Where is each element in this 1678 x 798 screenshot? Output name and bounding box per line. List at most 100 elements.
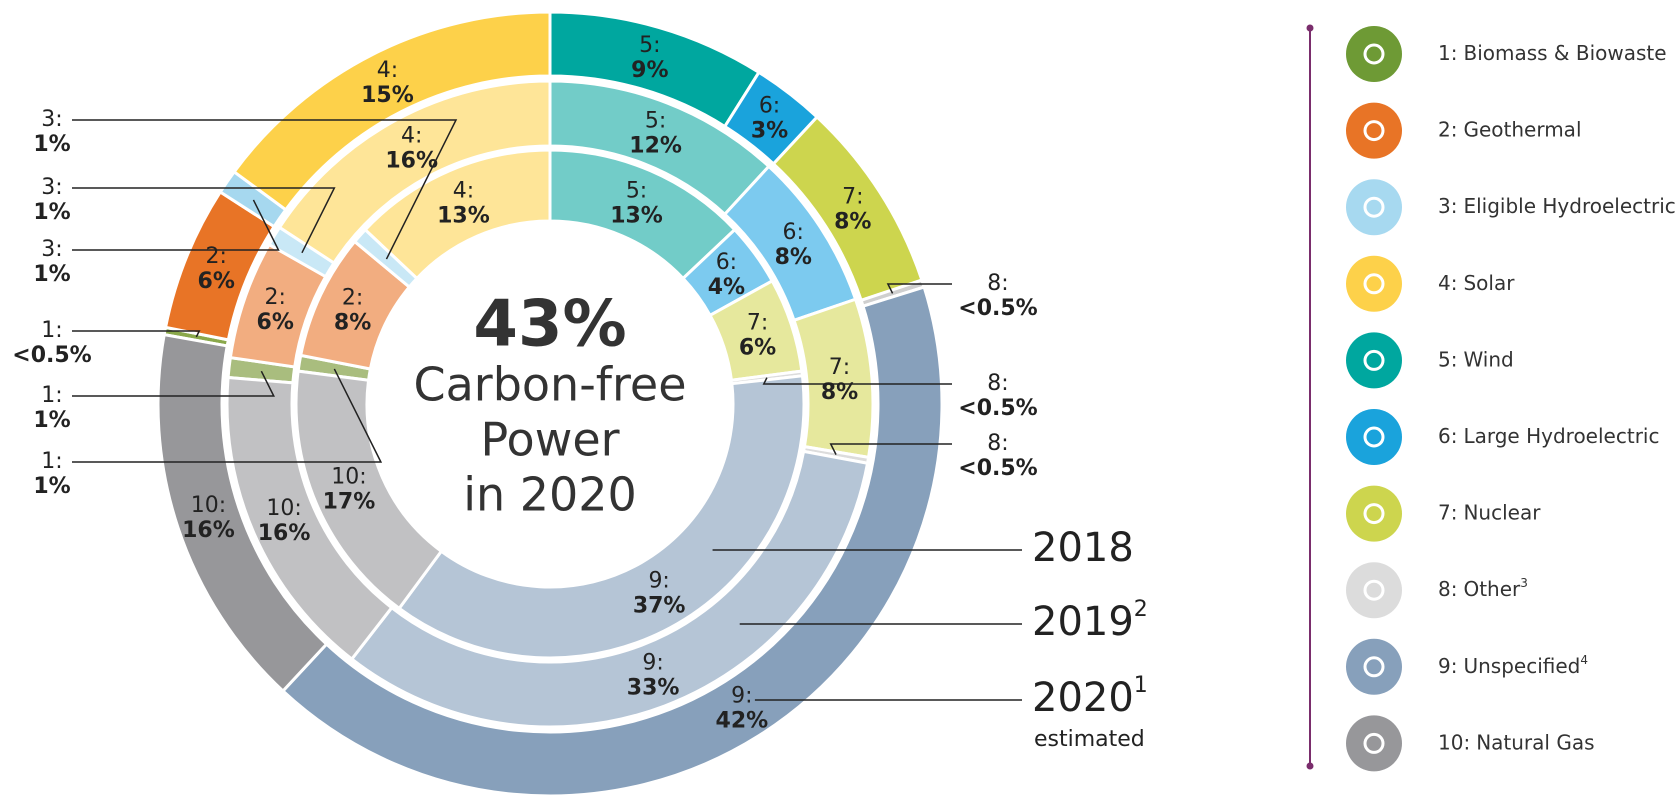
legend-glyph [1363, 196, 1385, 218]
segment-label: 3% [751, 119, 788, 144]
segment [156, 332, 329, 694]
segment-code: 10: [191, 493, 226, 518]
segment-label: 1% [33, 200, 70, 225]
legend-icon [1346, 102, 1402, 159]
segment-label: 17% [323, 490, 376, 515]
legend-glyph [1363, 426, 1385, 448]
legend-name: Natural Gas [1476, 730, 1594, 754]
legend-rule-end [1306, 24, 1314, 32]
segment-label: 15% [361, 83, 414, 108]
legend-entry: 2: Geothermal [1438, 117, 1582, 141]
legend-entry: 10: Natural Gas [1438, 730, 1595, 754]
segment-code: 9: [731, 684, 752, 709]
segment-code: 1: [41, 449, 62, 474]
legend-entry: 4: Solar [1438, 270, 1515, 294]
segment-code: 8: [987, 431, 1008, 456]
legend-entry: 7: Nuclear [1438, 500, 1541, 524]
segment-label: 13% [437, 203, 490, 228]
segment-code: 4: [453, 178, 474, 203]
legend-name: Nuclear [1463, 500, 1541, 524]
segment-code: 4: [401, 124, 422, 149]
leader-line [72, 187, 336, 254]
legend-entry: 6: Large Hydroelectric [1438, 424, 1659, 448]
leader-line [72, 119, 458, 260]
legend-glyph [1363, 120, 1385, 142]
segment-label: 1% [33, 474, 70, 499]
segment-label: <0.5% [12, 343, 91, 368]
legend-icon [1346, 715, 1402, 772]
segment-code: 6: [759, 94, 780, 119]
legend-footnote: 3 [1520, 576, 1528, 590]
segment-code: 3: [41, 107, 62, 132]
segment-label: 12% [629, 133, 682, 158]
segment-label: 8% [821, 380, 858, 405]
segment-label: 1% [33, 132, 70, 157]
segment-label: 6% [257, 310, 294, 335]
legend-name: Large Hydroelectric [1463, 424, 1659, 448]
legend-glyph [1363, 503, 1385, 525]
legend-icon [1346, 638, 1402, 695]
ring-year: 20192 [1032, 597, 1148, 645]
segment [225, 375, 394, 662]
segment-label: 16% [258, 521, 311, 546]
segment-code: 9: [642, 651, 663, 676]
center-line: Power [480, 413, 619, 467]
leader-line [762, 377, 952, 385]
legend-code: 1: [1438, 41, 1457, 65]
segment-code: 7: [842, 184, 863, 209]
legend-rule-end [1306, 762, 1314, 770]
legend-name: Eligible Hydroelectric [1463, 194, 1675, 218]
ring-note: estimated [1034, 727, 1145, 752]
legend-glyph [1363, 732, 1385, 754]
segment-code: 1: [41, 318, 62, 343]
segment-code: 2: [264, 285, 285, 310]
segment-label: <0.5% [958, 456, 1037, 481]
center-line: in 2020 [463, 468, 637, 522]
segment [349, 449, 870, 729]
segment-code: 6: [783, 220, 804, 245]
legend-icon [1346, 332, 1402, 389]
segment-code: 5: [645, 108, 666, 133]
segment-code: 7: [747, 311, 768, 336]
leader-line [886, 283, 952, 294]
legend-entry: 5: Wind [1438, 347, 1514, 371]
segment-label: 8% [334, 310, 371, 335]
legend-glyph [1363, 349, 1385, 371]
segment-code: 10: [331, 465, 366, 490]
segment-label: 9% [631, 58, 668, 83]
segment-code: 1: [41, 383, 62, 408]
legend-code: 2: [1438, 117, 1457, 141]
legend-code: 4: [1438, 270, 1457, 294]
ring-year-name: 2020 [1032, 675, 1134, 721]
legend-glyph [1363, 43, 1385, 65]
segment-label: 8% [834, 209, 871, 234]
legend-footnote: 4 [1580, 652, 1588, 666]
segment-label: 13% [610, 203, 663, 228]
legend-entry: 1: Biomass & Biowaste [1438, 41, 1667, 65]
ring-year: 2018 [1032, 525, 1134, 571]
legend-code: 7: [1438, 500, 1457, 524]
segment-label: 6% [198, 269, 235, 294]
legend-glyph [1363, 579, 1385, 601]
legend-code: 8: [1438, 577, 1457, 601]
legend-code: 5: [1438, 347, 1457, 371]
legend-entry: 8: Other3 [1438, 576, 1528, 601]
legend-name: Solar [1463, 270, 1515, 294]
legend-code: 3: [1438, 194, 1457, 218]
legend-icon [1346, 562, 1402, 619]
legend-name: Other [1463, 577, 1521, 601]
segment-code: 2: [206, 244, 227, 269]
legend-code: 10: [1438, 730, 1470, 754]
segment-code: 2: [342, 285, 363, 310]
legend-code: 9: [1438, 653, 1457, 677]
segment-code: 3: [41, 237, 62, 262]
ring-year-footnote: 1 [1134, 673, 1148, 698]
segment-code: 9: [648, 568, 669, 593]
legend-icon [1346, 255, 1402, 312]
segment-label: 16% [385, 149, 438, 174]
segment-label: 1% [33, 408, 70, 433]
legend-code: 6: [1438, 424, 1457, 448]
segment-code: 5: [626, 178, 647, 203]
legend-icon [1346, 179, 1402, 236]
segment-label: 42% [716, 709, 769, 734]
